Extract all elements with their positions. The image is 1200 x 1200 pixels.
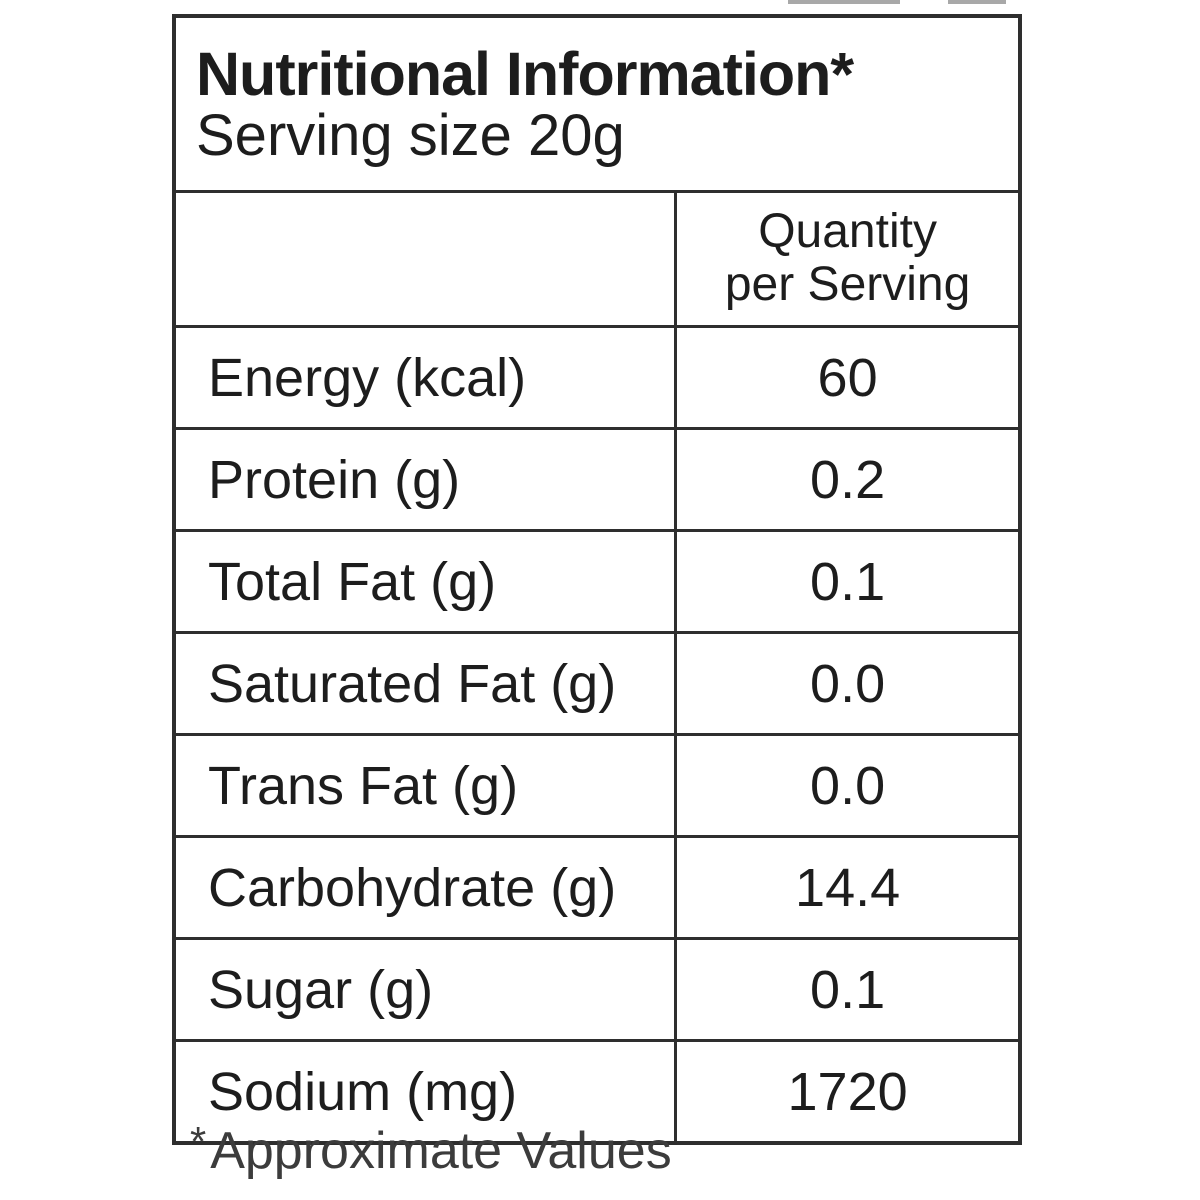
quantity-header-line1: Quantity bbox=[758, 205, 937, 259]
row-label-cell: Saturated Fat (g) bbox=[172, 631, 678, 736]
row-value: 1720 bbox=[787, 1061, 908, 1122]
serving-size: Serving size 20g bbox=[196, 102, 625, 168]
row-value-cell: 0.1 bbox=[674, 529, 1022, 634]
footnote-asterisk: * bbox=[190, 1118, 207, 1165]
row-value: 0.1 bbox=[810, 551, 886, 612]
row-value: 0.0 bbox=[810, 653, 886, 714]
row-value-cell: 0.0 bbox=[674, 631, 1022, 736]
row-value: 0.0 bbox=[810, 755, 886, 816]
row-label: Carbohydrate (g) bbox=[208, 857, 617, 918]
table-row-total-fat: Total Fat (g) 0.1 bbox=[172, 529, 1022, 634]
footnote: *Approximate Values bbox=[190, 1118, 672, 1181]
row-value: 0.1 bbox=[810, 959, 886, 1020]
row-value: 14.4 bbox=[795, 857, 901, 918]
row-label: Sodium (mg) bbox=[208, 1061, 518, 1122]
row-label-cell: Sodium (mg) bbox=[172, 1039, 678, 1145]
table-row-saturated-fat: Saturated Fat (g) 0.0 bbox=[172, 631, 1022, 736]
row-label-cell: Trans Fat (g) bbox=[172, 733, 678, 838]
footnote-text: Approximate Values bbox=[210, 1122, 672, 1180]
row-label-cell: Carbohydrate (g) bbox=[172, 835, 678, 940]
row-label: Trans Fat (g) bbox=[208, 755, 519, 816]
row-value: 0.2 bbox=[810, 449, 886, 510]
row-label-cell: Total Fat (g) bbox=[172, 529, 678, 634]
row-label: Saturated Fat (g) bbox=[208, 653, 617, 714]
top-crop-artifact bbox=[788, 0, 900, 4]
title-cell: Nutritional Information* Serving size 20… bbox=[172, 14, 1022, 193]
row-label: Sugar (g) bbox=[208, 959, 434, 1020]
empty-header-cell bbox=[172, 190, 678, 328]
table-row-trans-fat: Trans Fat (g) 0.0 bbox=[172, 733, 1022, 838]
row-label-cell: Sugar (g) bbox=[172, 937, 678, 1042]
table-row-protein: Protein (g) 0.2 bbox=[172, 427, 1022, 532]
column-header-row: Quantity per Serving bbox=[172, 190, 1022, 328]
row-value-cell: 0.1 bbox=[674, 937, 1022, 1042]
quantity-header-line2: per Serving bbox=[724, 258, 971, 311]
quantity-column-header: Quantity per Serving bbox=[674, 190, 1022, 328]
row-label-cell: Energy (kcal) bbox=[172, 325, 678, 430]
table-row-sugar: Sugar (g) 0.1 bbox=[172, 937, 1022, 1042]
row-value-cell: 14.4 bbox=[674, 835, 1022, 940]
table-row-energy: Energy (kcal) 60 bbox=[172, 325, 1022, 430]
row-label: Total Fat (g) bbox=[208, 551, 497, 612]
row-value-cell: 1720 bbox=[674, 1039, 1022, 1145]
row-value-cell: 0.2 bbox=[674, 427, 1022, 532]
row-value-cell: 60 bbox=[674, 325, 1022, 430]
row-value: 60 bbox=[817, 347, 878, 408]
title-row: Nutritional Information* Serving size 20… bbox=[172, 14, 1022, 193]
top-crop-artifact bbox=[948, 0, 1006, 4]
table-title: Nutritional Information* bbox=[196, 40, 854, 109]
row-label: Protein (g) bbox=[208, 449, 461, 510]
row-label: Energy (kcal) bbox=[208, 347, 527, 408]
nutrition-table: Nutritional Information* Serving size 20… bbox=[172, 14, 1022, 1145]
row-value-cell: 0.0 bbox=[674, 733, 1022, 838]
table-row-carbohydrate: Carbohydrate (g) 14.4 bbox=[172, 835, 1022, 940]
row-label-cell: Protein (g) bbox=[172, 427, 678, 532]
table-row-sodium: Sodium (mg) 1720 bbox=[172, 1039, 1022, 1145]
